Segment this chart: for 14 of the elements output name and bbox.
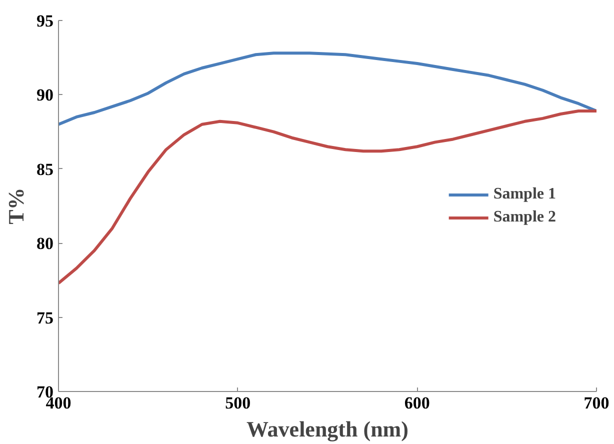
- x-tick-label: 500: [225, 394, 251, 412]
- y-tick-label: 80: [36, 234, 54, 254]
- line-series: [58, 52, 596, 126]
- x-tick-label: 700: [584, 394, 610, 412]
- x-tick-label: 600: [404, 394, 430, 412]
- y-axis-title: T%: [4, 188, 28, 224]
- legend-label: Sample 2: [493, 208, 556, 226]
- line-series: [58, 110, 596, 285]
- legend-label: Sample 1: [493, 185, 556, 203]
- y-tick-label: 75: [36, 308, 54, 328]
- y-tick-label: 90: [36, 86, 54, 105]
- x-axis-title: Wavelength (nm): [246, 416, 408, 442]
- y-tick-label: 85: [36, 160, 54, 179]
- y-tick-label: 95: [36, 12, 54, 30]
